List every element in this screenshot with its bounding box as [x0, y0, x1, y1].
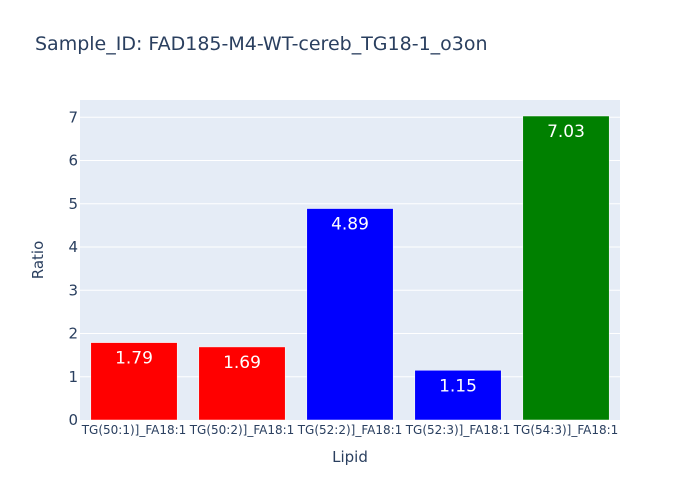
- bar-value-label: 1.79: [115, 349, 153, 369]
- bar-value-label: 1.15: [439, 376, 477, 396]
- y-tick-label: 4: [68, 238, 78, 256]
- x-tick-label: TG(50:2)]_FA18:1: [189, 423, 295, 437]
- y-tick-label: 5: [68, 195, 78, 213]
- x-tick-label: TG(54:3)]_FA18:1: [513, 423, 619, 437]
- y-tick-label: 7: [68, 108, 78, 126]
- bar: [414, 370, 502, 421]
- bar: [90, 342, 178, 421]
- bar-value-label: 4.89: [331, 215, 369, 235]
- bar-value-label: 1.69: [223, 353, 261, 373]
- x-tick-label: TG(50:1)]_FA18:1: [81, 423, 187, 437]
- x-tick-label: TG(52:3)]_FA18:1: [405, 423, 511, 437]
- x-tick-label: TG(52:2)]_FA18:1: [297, 423, 403, 437]
- tick-labels: 0 1 2 3 4 5 6 7 TG(50:1)]_FA18:1 TG(50:2)]_FA18:1…: [68, 108, 618, 437]
- x-axis-title: Lipid: [332, 448, 368, 466]
- y-tick-label: 3: [68, 281, 78, 299]
- bar-value-label: 7.03: [547, 122, 585, 142]
- bar: [306, 208, 394, 421]
- bar: [522, 115, 610, 421]
- y-tick-label: 1: [68, 368, 78, 386]
- y-tick-label: 6: [68, 152, 78, 170]
- y-tick-label: 0: [68, 411, 78, 429]
- chart-title: Sample_ID: FAD185-M4-WT-cereb_TG18-1_o3o…: [35, 33, 488, 55]
- bars: 1.79 1.69 4.89 1.15 7.03: [90, 115, 610, 421]
- y-axis-title: Ratio: [29, 241, 47, 280]
- bar: [198, 346, 286, 421]
- y-tick-label: 2: [68, 325, 78, 343]
